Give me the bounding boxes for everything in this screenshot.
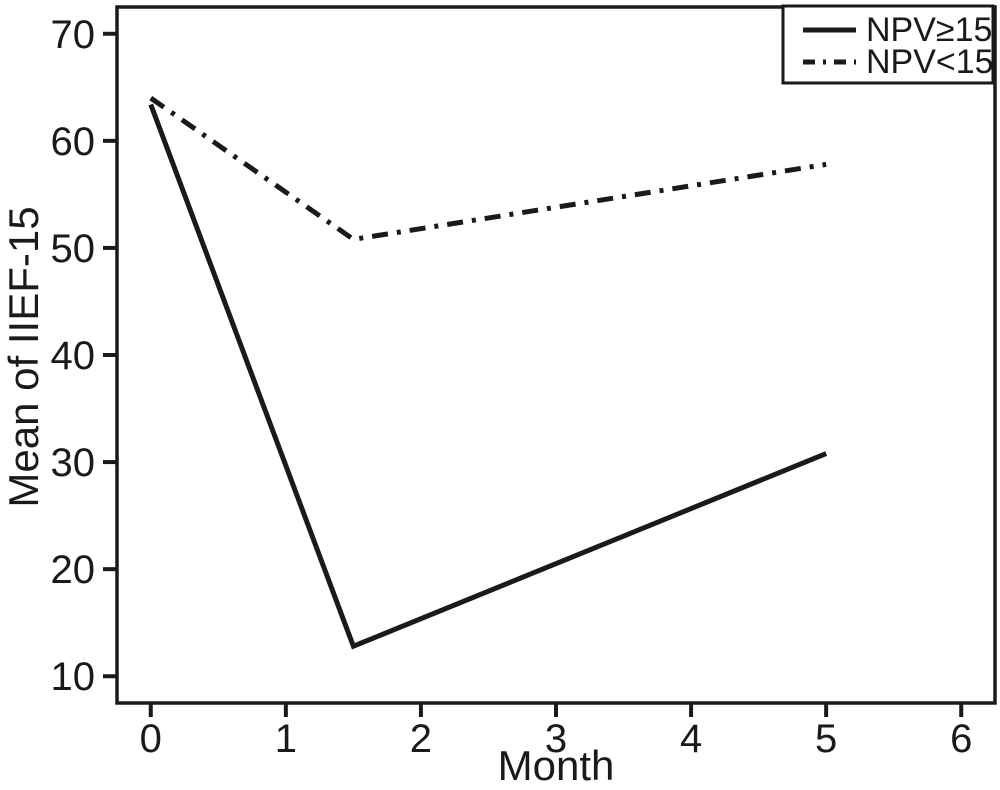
y-tick-label: 10: [51, 655, 96, 699]
x-tick-label: 2: [410, 717, 432, 761]
x-axis-title: Month: [498, 742, 615, 789]
y-tick-label: 40: [51, 334, 96, 378]
legend-box: [781, 4, 995, 85]
x-tick-label: 1: [275, 717, 297, 761]
y-tick-label: 30: [51, 441, 96, 485]
plot-area: 0 1 2 3 4 5 6 10 20 30 40 50 60 70: [51, 5, 997, 761]
legend-label: NPV<15: [866, 43, 994, 81]
y-axis-title: Mean of IIEF-15: [0, 206, 47, 507]
x-tick-label: 5: [815, 717, 837, 761]
y-tick-label: 20: [51, 548, 96, 592]
series-line-npv-ge-15: [148, 103, 828, 650]
x-tick-label: 0: [140, 717, 162, 761]
legend-label: NPV≥15: [866, 11, 992, 49]
y-tick-label: 50: [51, 227, 96, 271]
plot-border: [115, 5, 997, 705]
x-tick-label: 6: [950, 717, 972, 761]
x-tick-label: 4: [680, 717, 702, 761]
y-tick-label: 70: [51, 13, 96, 57]
series-line-npv-lt-15: [149, 95, 827, 242]
y-tick-label: 60: [51, 120, 96, 164]
x-tick-label: 3: [545, 717, 567, 761]
